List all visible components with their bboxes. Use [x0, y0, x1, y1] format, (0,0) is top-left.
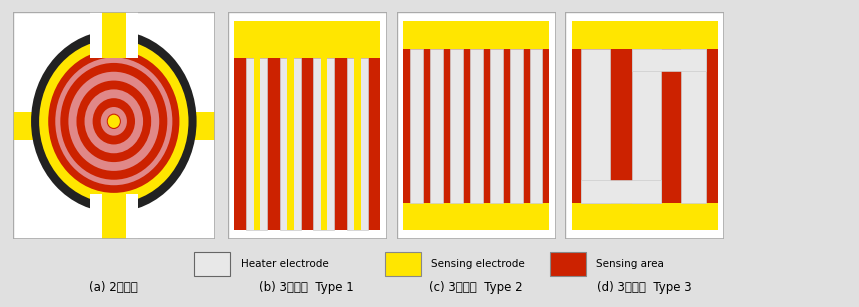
Bar: [571, 203, 718, 230]
Bar: [314, 58, 334, 230]
Ellipse shape: [93, 98, 135, 145]
Bar: [287, 58, 294, 230]
Bar: [280, 58, 301, 230]
Text: Sensing area: Sensing area: [596, 259, 664, 269]
Bar: [347, 58, 368, 230]
Bar: [581, 181, 661, 203]
Bar: [354, 58, 361, 230]
Text: Sensing electrode: Sensing electrode: [431, 259, 525, 269]
Ellipse shape: [80, 84, 148, 159]
Bar: [681, 49, 705, 203]
Ellipse shape: [31, 30, 197, 212]
Bar: [470, 49, 483, 203]
Ellipse shape: [104, 110, 124, 132]
Ellipse shape: [107, 114, 121, 129]
Ellipse shape: [60, 63, 168, 180]
Text: (d) 3차년도  Type 3: (d) 3차년도 Type 3: [597, 281, 691, 294]
Bar: [247, 58, 267, 230]
Bar: [253, 58, 260, 230]
Text: (a) 2차년도: (a) 2차년도: [89, 281, 137, 294]
Bar: [155, 112, 215, 139]
Bar: [490, 49, 503, 203]
Bar: [194, 252, 230, 276]
Bar: [450, 49, 463, 203]
Bar: [571, 21, 718, 49]
Text: (b) 3차년도  Type 1: (b) 3차년도 Type 1: [259, 281, 354, 294]
Text: (c) 3차년도  Type 2: (c) 3차년도 Type 2: [430, 281, 522, 294]
Ellipse shape: [64, 66, 164, 177]
Bar: [430, 49, 443, 203]
Bar: [550, 252, 586, 276]
Bar: [632, 49, 705, 71]
Ellipse shape: [88, 93, 140, 150]
Ellipse shape: [107, 115, 120, 128]
Bar: [101, 194, 126, 239]
Ellipse shape: [95, 102, 132, 141]
Bar: [581, 49, 610, 203]
Bar: [320, 58, 327, 230]
Ellipse shape: [55, 57, 173, 185]
Bar: [13, 112, 74, 139]
Bar: [385, 252, 421, 276]
Bar: [403, 203, 550, 230]
Bar: [234, 21, 381, 58]
Bar: [410, 49, 423, 203]
Ellipse shape: [71, 75, 156, 168]
Bar: [89, 194, 138, 239]
Ellipse shape: [101, 107, 127, 136]
Bar: [632, 49, 661, 203]
Ellipse shape: [48, 50, 180, 193]
Bar: [529, 49, 543, 203]
Bar: [403, 21, 550, 49]
Ellipse shape: [40, 40, 188, 203]
Ellipse shape: [76, 80, 151, 162]
Bar: [89, 12, 138, 58]
Ellipse shape: [84, 89, 143, 153]
Ellipse shape: [69, 72, 159, 171]
Text: Heater electrode: Heater electrode: [241, 259, 328, 269]
Bar: [101, 12, 126, 58]
Bar: [101, 12, 126, 239]
Bar: [509, 49, 522, 203]
